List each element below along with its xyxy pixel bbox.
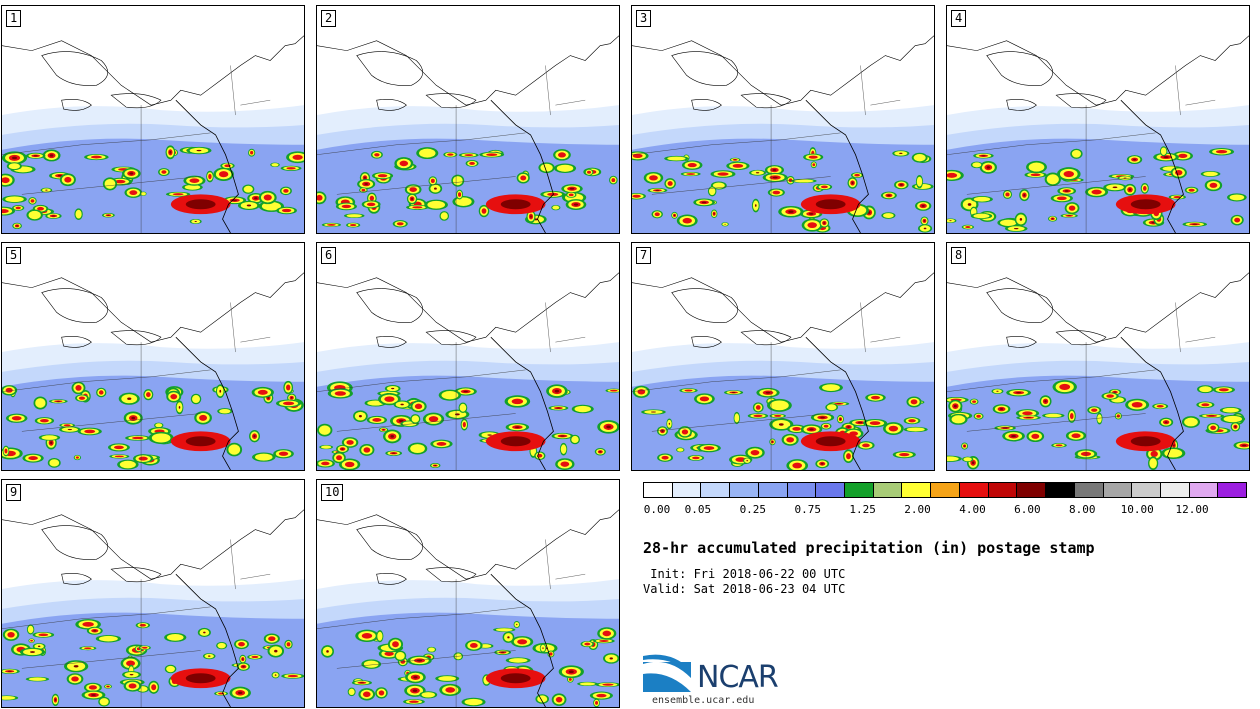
postage-stamp-panel: 5: [1, 242, 305, 471]
colorbar-segment: [672, 483, 702, 497]
colorbar-segment: [1160, 483, 1190, 497]
colorbar-segment: [1074, 483, 1104, 497]
chart-title: 28-hr accumulated precipitation (in) pos…: [643, 539, 1095, 557]
member-number-label: 2: [321, 10, 337, 27]
member-number-label: 8: [951, 247, 967, 264]
postage-stamp-panel: 1: [1, 5, 305, 234]
member-number-label: 9: [6, 484, 22, 501]
colorbar-segment: [730, 483, 759, 497]
site-url: ensemble.ucar.edu: [652, 695, 755, 706]
colorbar-segment: [988, 483, 1018, 497]
precipitation-map: [632, 272, 934, 470]
precipitation-map: [2, 509, 304, 707]
precipitation-map: [317, 509, 619, 707]
precipitation-map: [2, 35, 304, 233]
colorbar-segment: [758, 483, 788, 497]
postage-stamp-panel: 7: [631, 242, 935, 471]
colorbar-tick-label: 6.00: [1014, 503, 1041, 516]
precipitation-map: [2, 272, 304, 470]
colorbar-tick-label: 1.25: [849, 503, 876, 516]
colorbar-segment: [902, 483, 932, 497]
colorbar-tick-label: 10.00: [1120, 503, 1154, 516]
valid-time: Valid: Sat 2018-06-23 04 UTC: [643, 582, 846, 596]
postage-stamp-panel: 6: [316, 242, 620, 471]
colorbar-tick-label: 0.75: [794, 503, 821, 516]
colorbar-tick-label: 4.00: [959, 503, 986, 516]
postage-stamp-panel: 3: [631, 5, 935, 234]
colorbar-segment: [1017, 483, 1047, 497]
colorbar-segment: [931, 483, 960, 497]
postage-stamp-panel: 9: [1, 479, 305, 708]
colorbar-segment: [1132, 483, 1161, 497]
colorbar-tick-label: 0.25: [739, 503, 767, 516]
member-number-label: 7: [636, 247, 652, 264]
init-time: Init: Fri 2018-06-22 00 UTC: [643, 567, 846, 581]
ncar-logo-icon: [643, 654, 691, 692]
colorbar-segment: [1218, 483, 1247, 497]
colorbar-tick-label: 2.00: [904, 503, 931, 516]
postage-stamp-panel: 8: [946, 242, 1250, 471]
member-number-label: 5: [6, 247, 22, 264]
precipitation-map: [317, 35, 619, 233]
colorbar-tick-label: 12.00: [1175, 503, 1209, 516]
colorbar-segment: [1046, 483, 1075, 497]
colorbar-tick-labels: 0.00 0.05 0.25 0.75 1.25 2.00 4.00 6.00 8.00 10.0…: [643, 503, 1247, 517]
postage-stamp-panel: 2: [316, 5, 620, 234]
colorbar-segment: [1189, 483, 1219, 497]
colorbar-tick-label: 8.00: [1069, 503, 1096, 516]
colorbar-tick-label: 0.05: [684, 503, 712, 516]
colorbar-segment: [873, 483, 903, 497]
precipitation-map: [947, 35, 1249, 233]
colorbar-segment: [845, 483, 874, 497]
member-number-label: 4: [951, 10, 967, 27]
precipitation-map: [947, 272, 1249, 470]
postage-stamp-panel: 10: [316, 479, 620, 708]
colorbar-segment: [787, 483, 817, 497]
colorbar-tick-label: 0.00: [643, 503, 671, 516]
ncar-logo-text: NCAR: [697, 660, 779, 695]
precipitation-map: [632, 35, 934, 233]
postage-stamp-panel: 4: [946, 5, 1250, 234]
colorbar-segment: [1103, 483, 1133, 497]
precipitation-map: [317, 272, 619, 470]
member-number-label: 1: [6, 10, 22, 27]
colorbar-segment: [644, 483, 673, 497]
colorbar-segment: [959, 483, 989, 497]
precipitation-colorbar: [643, 482, 1247, 498]
colorbar-segment: [701, 483, 731, 497]
member-number-label: 3: [636, 10, 652, 27]
member-number-label: 6: [321, 247, 337, 264]
colorbar-segment: [816, 483, 846, 497]
member-number-label: 10: [321, 484, 344, 501]
